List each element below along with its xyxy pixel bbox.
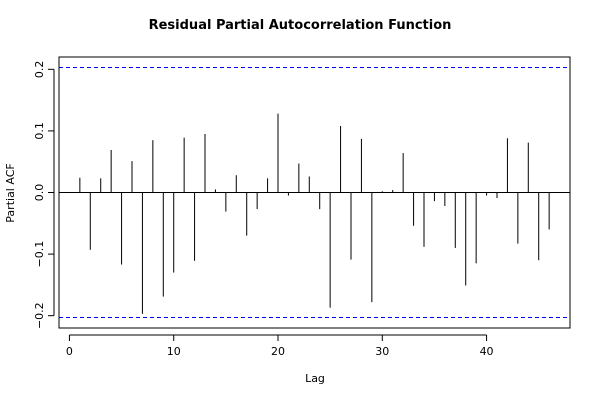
- pacf-bars: [79, 113, 550, 314]
- x-tick-label: 40: [480, 345, 494, 358]
- x-tick-label: 0: [66, 345, 73, 358]
- y-tick-label: 0.0: [33, 184, 46, 202]
- y-tick-label: −0.2: [33, 302, 46, 329]
- y-axis: −0.2 −0.1 0.0 0.1 0.2: [33, 61, 55, 329]
- confidence-lines: [59, 66, 570, 319]
- x-axis: 0 10 20 30 40: [66, 334, 494, 358]
- x-tick-label: 10: [167, 345, 181, 358]
- x-tick-label: 30: [375, 345, 389, 358]
- y-axis-label: Partial ACF: [4, 163, 17, 222]
- y-tick-label: 0.1: [33, 122, 46, 140]
- x-axis-label: Lag: [305, 372, 325, 385]
- y-tick-label: 0.2: [33, 61, 46, 79]
- plot-frame: [58, 56, 571, 329]
- x-tick-label: 20: [271, 345, 285, 358]
- y-tick-label: −0.1: [33, 241, 46, 268]
- chart-title: Residual Partial Autocorrelation Functio…: [149, 18, 452, 33]
